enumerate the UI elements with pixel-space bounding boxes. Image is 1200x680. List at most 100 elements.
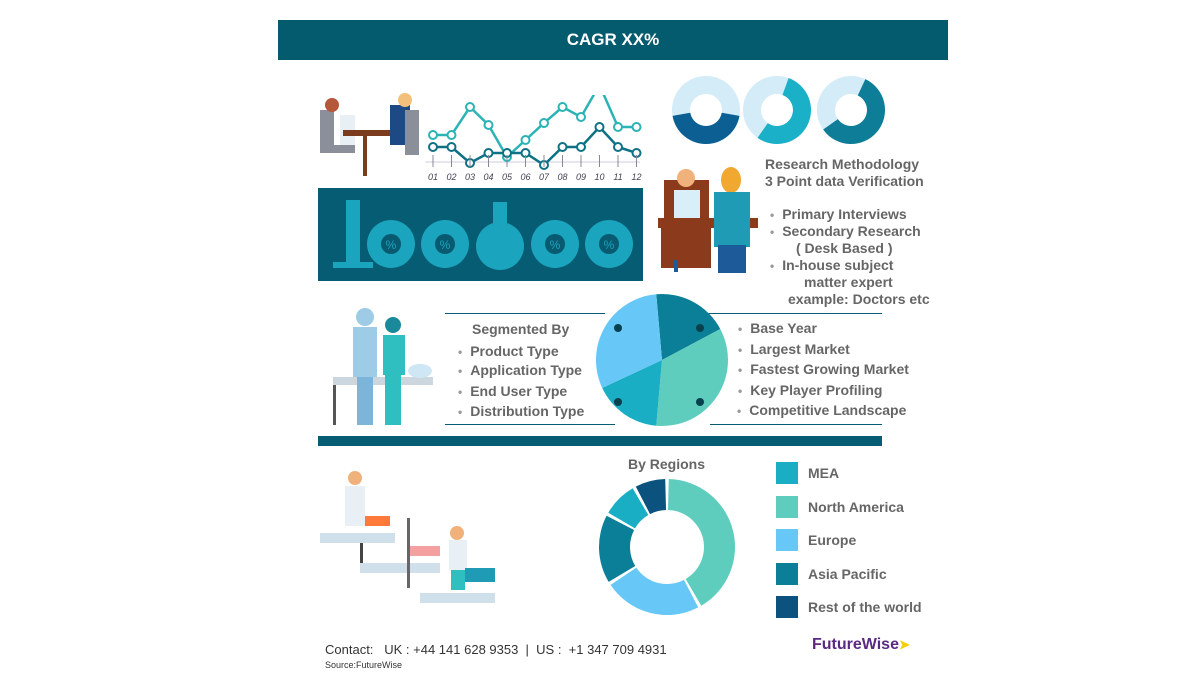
region-slice	[635, 479, 667, 515]
pie-slice	[656, 329, 728, 426]
segment-item: End User Type	[458, 383, 567, 401]
legend-item: Asia Pacific	[776, 562, 922, 585]
x-tick-label: 01	[428, 172, 438, 182]
contact-text: Contact: UK : +44 141 628 9353 | US : +1…	[325, 642, 667, 657]
methodology-item: Primary Interviews	[770, 206, 907, 224]
hospital-illustration	[320, 471, 495, 603]
x-tick-label: 08	[557, 172, 567, 182]
region-slice	[610, 567, 699, 615]
series-point	[557, 142, 568, 152]
series-point	[520, 135, 531, 145]
series-point	[613, 142, 623, 152]
test-tube-icon	[346, 200, 360, 262]
source-text: Source:FutureWise	[325, 660, 403, 670]
region-slice	[608, 488, 649, 529]
consultation-illustration	[658, 167, 758, 273]
callout-dot	[696, 324, 704, 332]
legend-label: Europe	[808, 532, 857, 548]
legend-swatch	[776, 495, 798, 518]
logo-text: FutureWise	[812, 636, 899, 653]
methodology-item: Secondary Research	[770, 223, 921, 241]
methodology-item: In-house subject	[770, 257, 893, 275]
legend-swatch	[776, 596, 798, 618]
series-point	[539, 118, 549, 128]
legend-item: North America	[776, 495, 922, 518]
mini-donut-fill	[823, 79, 885, 145]
divider-line	[708, 313, 882, 314]
series-point	[446, 130, 457, 140]
regions-donut	[599, 479, 735, 615]
series-line	[433, 95, 637, 159]
series-point	[594, 122, 605, 132]
legend-label: MEA	[808, 465, 840, 481]
legend-label: Asia Pacific	[808, 565, 887, 582]
percent-sign: %	[550, 238, 561, 252]
x-tick-label: 10	[594, 172, 604, 182]
coverage-item: Largest Market	[738, 341, 850, 359]
arrow-icon: ➤	[898, 637, 910, 652]
dial-center	[599, 234, 619, 254]
x-tick-label: 07	[539, 172, 550, 182]
series-point	[428, 142, 438, 152]
callout-dot	[614, 324, 622, 332]
coverage-item: Base Year	[738, 320, 817, 338]
regions-legend: MEA North America Europe Asia Pacific Rest o…	[776, 462, 922, 618]
region-slice	[667, 479, 735, 606]
series-point	[446, 142, 457, 152]
mini-donut-fill	[757, 78, 811, 144]
dial-center	[381, 234, 401, 254]
series-point	[428, 130, 438, 140]
pie-slice	[656, 294, 721, 360]
x-tick-label: 05	[502, 172, 513, 182]
x-tick-label: 02	[446, 172, 456, 182]
x-tick-label: 03	[465, 172, 475, 182]
flask-neck	[493, 202, 507, 226]
stand	[333, 262, 373, 268]
legend-label: Rest of the world	[808, 599, 922, 615]
series-point	[613, 122, 623, 132]
x-tick-label: 04	[483, 172, 493, 182]
pie-slice	[602, 360, 662, 426]
percent-sign: %	[604, 238, 615, 252]
divider-line	[445, 313, 605, 314]
pie-slice	[596, 294, 662, 388]
dial-center	[545, 234, 565, 254]
percent-sign: %	[386, 238, 397, 252]
section-divider-bar	[318, 436, 882, 446]
coverage-item: Competitive Landscape	[737, 402, 906, 420]
futurewise-logo: FutureWise➤	[812, 636, 910, 654]
region-slice	[599, 515, 636, 582]
legend-item: Europe	[776, 529, 922, 551]
series-point	[557, 102, 568, 112]
dial-center	[435, 234, 455, 254]
series-point	[576, 112, 586, 122]
coverage-item: Fastest Growing Market	[738, 361, 909, 379]
methodology-subtitle: 3 Point data Verification	[765, 173, 924, 189]
series-point	[631, 122, 642, 132]
segment-item: Distribution Type	[458, 403, 584, 421]
legend-swatch	[776, 562, 798, 585]
coverage-item: Key Player Profiling	[738, 382, 882, 400]
interview-illustration	[320, 93, 419, 176]
decorative-line-chart: 01 02 03 04 05 06 07 08 09 10 11 12	[425, 95, 642, 182]
methodology-item: ( Desk Based )	[796, 240, 893, 256]
divider-line	[445, 424, 615, 425]
regions-title: By Regions	[628, 456, 706, 472]
mini-donut-fill	[672, 112, 740, 145]
mini-donuts	[671, 76, 885, 145]
legend-swatch	[776, 529, 798, 551]
x-tick-label: 09	[576, 172, 586, 182]
callout-dot	[696, 398, 704, 406]
flask-icon	[476, 222, 524, 270]
segment-pie	[596, 294, 728, 426]
percent-sign: %	[440, 238, 451, 252]
legend-label: North America	[808, 498, 904, 515]
methodology-item: matter expert	[804, 274, 893, 290]
legend-item: MEA	[776, 462, 922, 484]
banner-title: CAGR XX%	[566, 30, 660, 49]
segment-item: Product Type	[458, 343, 558, 361]
x-tick-label: 06	[520, 172, 530, 182]
x-tick-label: 11	[613, 172, 622, 182]
methodology-item: example: Doctors etc	[788, 291, 930, 307]
legend-swatch	[776, 462, 798, 484]
